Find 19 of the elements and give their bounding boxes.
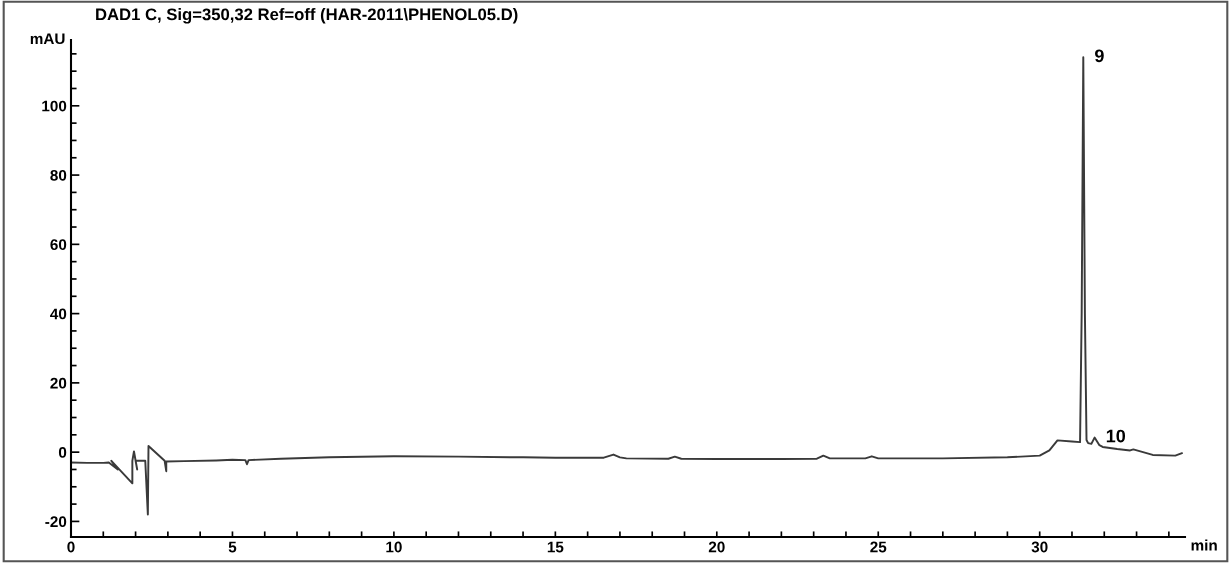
y-tick-label: 60 [50,239,67,251]
y-tick-label: 0 [58,447,67,458]
x-tick-label: 10 [386,541,402,553]
annotation: 10 [1106,429,1126,443]
y-tick-label: 100 [42,100,67,112]
chart-title: DAD1 C, Sig=350,32 Ref=off (HAR-2011\PHENOL05.D) [96,8,518,24]
x-tick-label: 25 [870,541,887,553]
y-tick-label: 40 [50,308,67,320]
x-tick-label: 0 [67,541,75,553]
y-tick-label: -20 [45,516,67,528]
x-tick-label: 30 [1031,541,1048,553]
x-tick-label: 20 [708,541,725,553]
x-axis-title: min [1191,539,1217,551]
y-tick-label: 20 [50,377,67,389]
annotation: 9 [1095,49,1104,63]
x-tick-label: 15 [547,541,564,553]
x-tick-label: 5 [228,541,237,553]
y-tick-label: 80 [50,169,67,181]
y-axis-title: mAU [30,33,65,45]
